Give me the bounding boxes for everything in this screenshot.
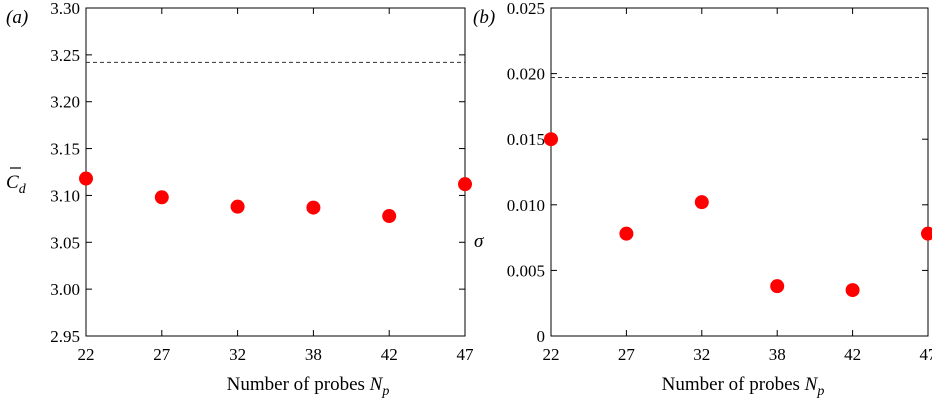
panel-a-xlabel: Number of probes Np: [227, 374, 390, 399]
panel-b-data-point: [770, 279, 785, 294]
panel-b-axes-frame: [550, 7, 929, 337]
panel-b-ytick-label: 0.020: [507, 65, 545, 84]
panel-a-xtick-label: 38: [305, 345, 322, 364]
panel-a-ytick-label: 3.25: [50, 46, 80, 65]
panel-a-data-point: [79, 171, 93, 186]
panel-a-xlabel-n: N: [369, 374, 384, 395]
panel-a-ytick-label: 2.95: [50, 327, 80, 346]
panel-b-ytick-label: 0.025: [507, 0, 545, 18]
panel-a-data-point: [154, 190, 169, 205]
panel-a-data-point: [306, 200, 321, 215]
panel-a-xlabel-main: Number of probes: [227, 374, 370, 395]
panel-a-xtick-label: 22: [78, 345, 95, 364]
panel-b-data-point: [845, 283, 860, 298]
panel-b-xlabel: Number of probes Np: [662, 374, 825, 399]
panel-b-data-point: [544, 132, 558, 147]
panel-b-xlabel-subscript: p: [816, 384, 824, 399]
panel-a-ytick-label: 3.20: [50, 93, 80, 112]
panel-b-xtick-label: 27: [618, 345, 636, 364]
panel-a-xlabel-subscript: p: [381, 384, 389, 399]
panel-b-data-point: [694, 195, 709, 210]
panel-b-ylabel: σ: [474, 231, 484, 252]
panel-a-ytick-label: 3.00: [50, 280, 80, 299]
panel-a-xtick-label: 47: [457, 345, 475, 364]
panel-b: (b) σ Number of probes Np 0 0.005 0.010 0.0…: [473, 0, 932, 399]
panel-a-ytick-label: 3.05: [50, 233, 80, 252]
panel-a-xtick-label: 42: [381, 345, 398, 364]
panel-b-xtick-label: 47: [920, 345, 932, 364]
panel-b-ytick-label: 0.005: [507, 261, 545, 280]
panel-b-label: (b): [473, 7, 495, 28]
panel-a-ytick-label: 3.15: [50, 140, 80, 159]
panel-b-xlabel-main: Number of probes: [662, 374, 805, 395]
panel-a-xtick-label: 32: [229, 345, 246, 364]
panel-b-data-point: [921, 226, 932, 241]
panel-a-ytick-label: 3.10: [50, 186, 80, 205]
panel-b-xtick-label: 38: [769, 345, 786, 364]
panel-b-xtick-label: 22: [543, 345, 560, 364]
panel-a-ylabel-main: C: [6, 172, 19, 193]
panel-b-ytick-label: 0.010: [507, 196, 545, 215]
panel-a-xtick-label: 27: [153, 345, 171, 364]
panel-a-data-point: [458, 177, 472, 192]
panel-a-axes-frame: [85, 7, 466, 337]
panel-b-xtick-label: 32: [693, 345, 710, 364]
panel-a-label: (a): [6, 7, 28, 28]
panel-a-data-point: [230, 199, 245, 214]
panel-a-ylabel-subscript: d: [19, 182, 27, 197]
panel-a: (a) Cd Number of probes Np 2.95 3.00 3.05 3…: [6, 0, 474, 399]
panel-b-xlabel-n: N: [804, 374, 819, 395]
panel-b-data-point: [619, 226, 634, 241]
panel-b-ytick-label: 0: [537, 327, 546, 346]
panel-b-xtick-label: 42: [844, 345, 861, 364]
panel-b-ytick-label: 0.015: [507, 130, 545, 149]
panel-a-ytick-label: 3.30: [50, 0, 80, 18]
panel-a-data-point: [382, 209, 397, 224]
panel-a-ylabel: Cd: [6, 172, 27, 197]
